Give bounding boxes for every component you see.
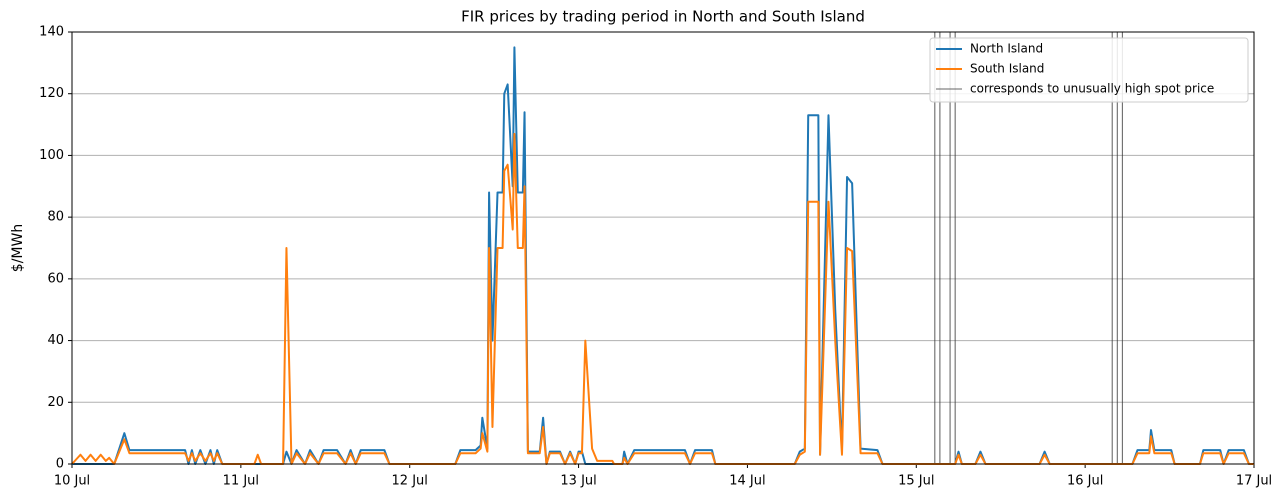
data-line (71, 132, 1254, 465)
x-tick-label: 11 Jul (223, 474, 259, 489)
x-tick-label: 13 Jul (560, 474, 596, 489)
chart-title: FIR prices by trading period in North an… (461, 8, 865, 26)
y-tick-label: 0 (56, 457, 64, 472)
legend-box (929, 37, 1249, 103)
x-tick-label: 17 Jul (1236, 474, 1272, 489)
x-tick-label: 15 Jul (898, 474, 934, 489)
x-tick-label: 10 Jul (54, 474, 90, 489)
y-axis-label: $/MWh (10, 224, 26, 272)
legend-label: South Island (970, 62, 1044, 76)
plot-frame (71, 31, 1255, 465)
y-tick-label: 20 (47, 395, 64, 410)
data-line (72, 46, 1254, 465)
y-tick-label: 100 (39, 148, 64, 163)
x-tick-label: 16 Jul (1067, 474, 1103, 489)
x-tick-label: 12 Jul (392, 474, 428, 489)
y-tick-label: 40 (47, 333, 64, 348)
y-tick-label: 60 (47, 271, 64, 286)
y-tick-label: 120 (39, 86, 64, 101)
y-tick-label: 140 (39, 25, 64, 40)
legend-label: North Island (970, 42, 1043, 56)
x-tick-label: 14 Jul (729, 474, 765, 489)
legend-label: corresponds to unusually high spot price (970, 82, 1214, 96)
y-tick-label: 80 (47, 210, 64, 225)
